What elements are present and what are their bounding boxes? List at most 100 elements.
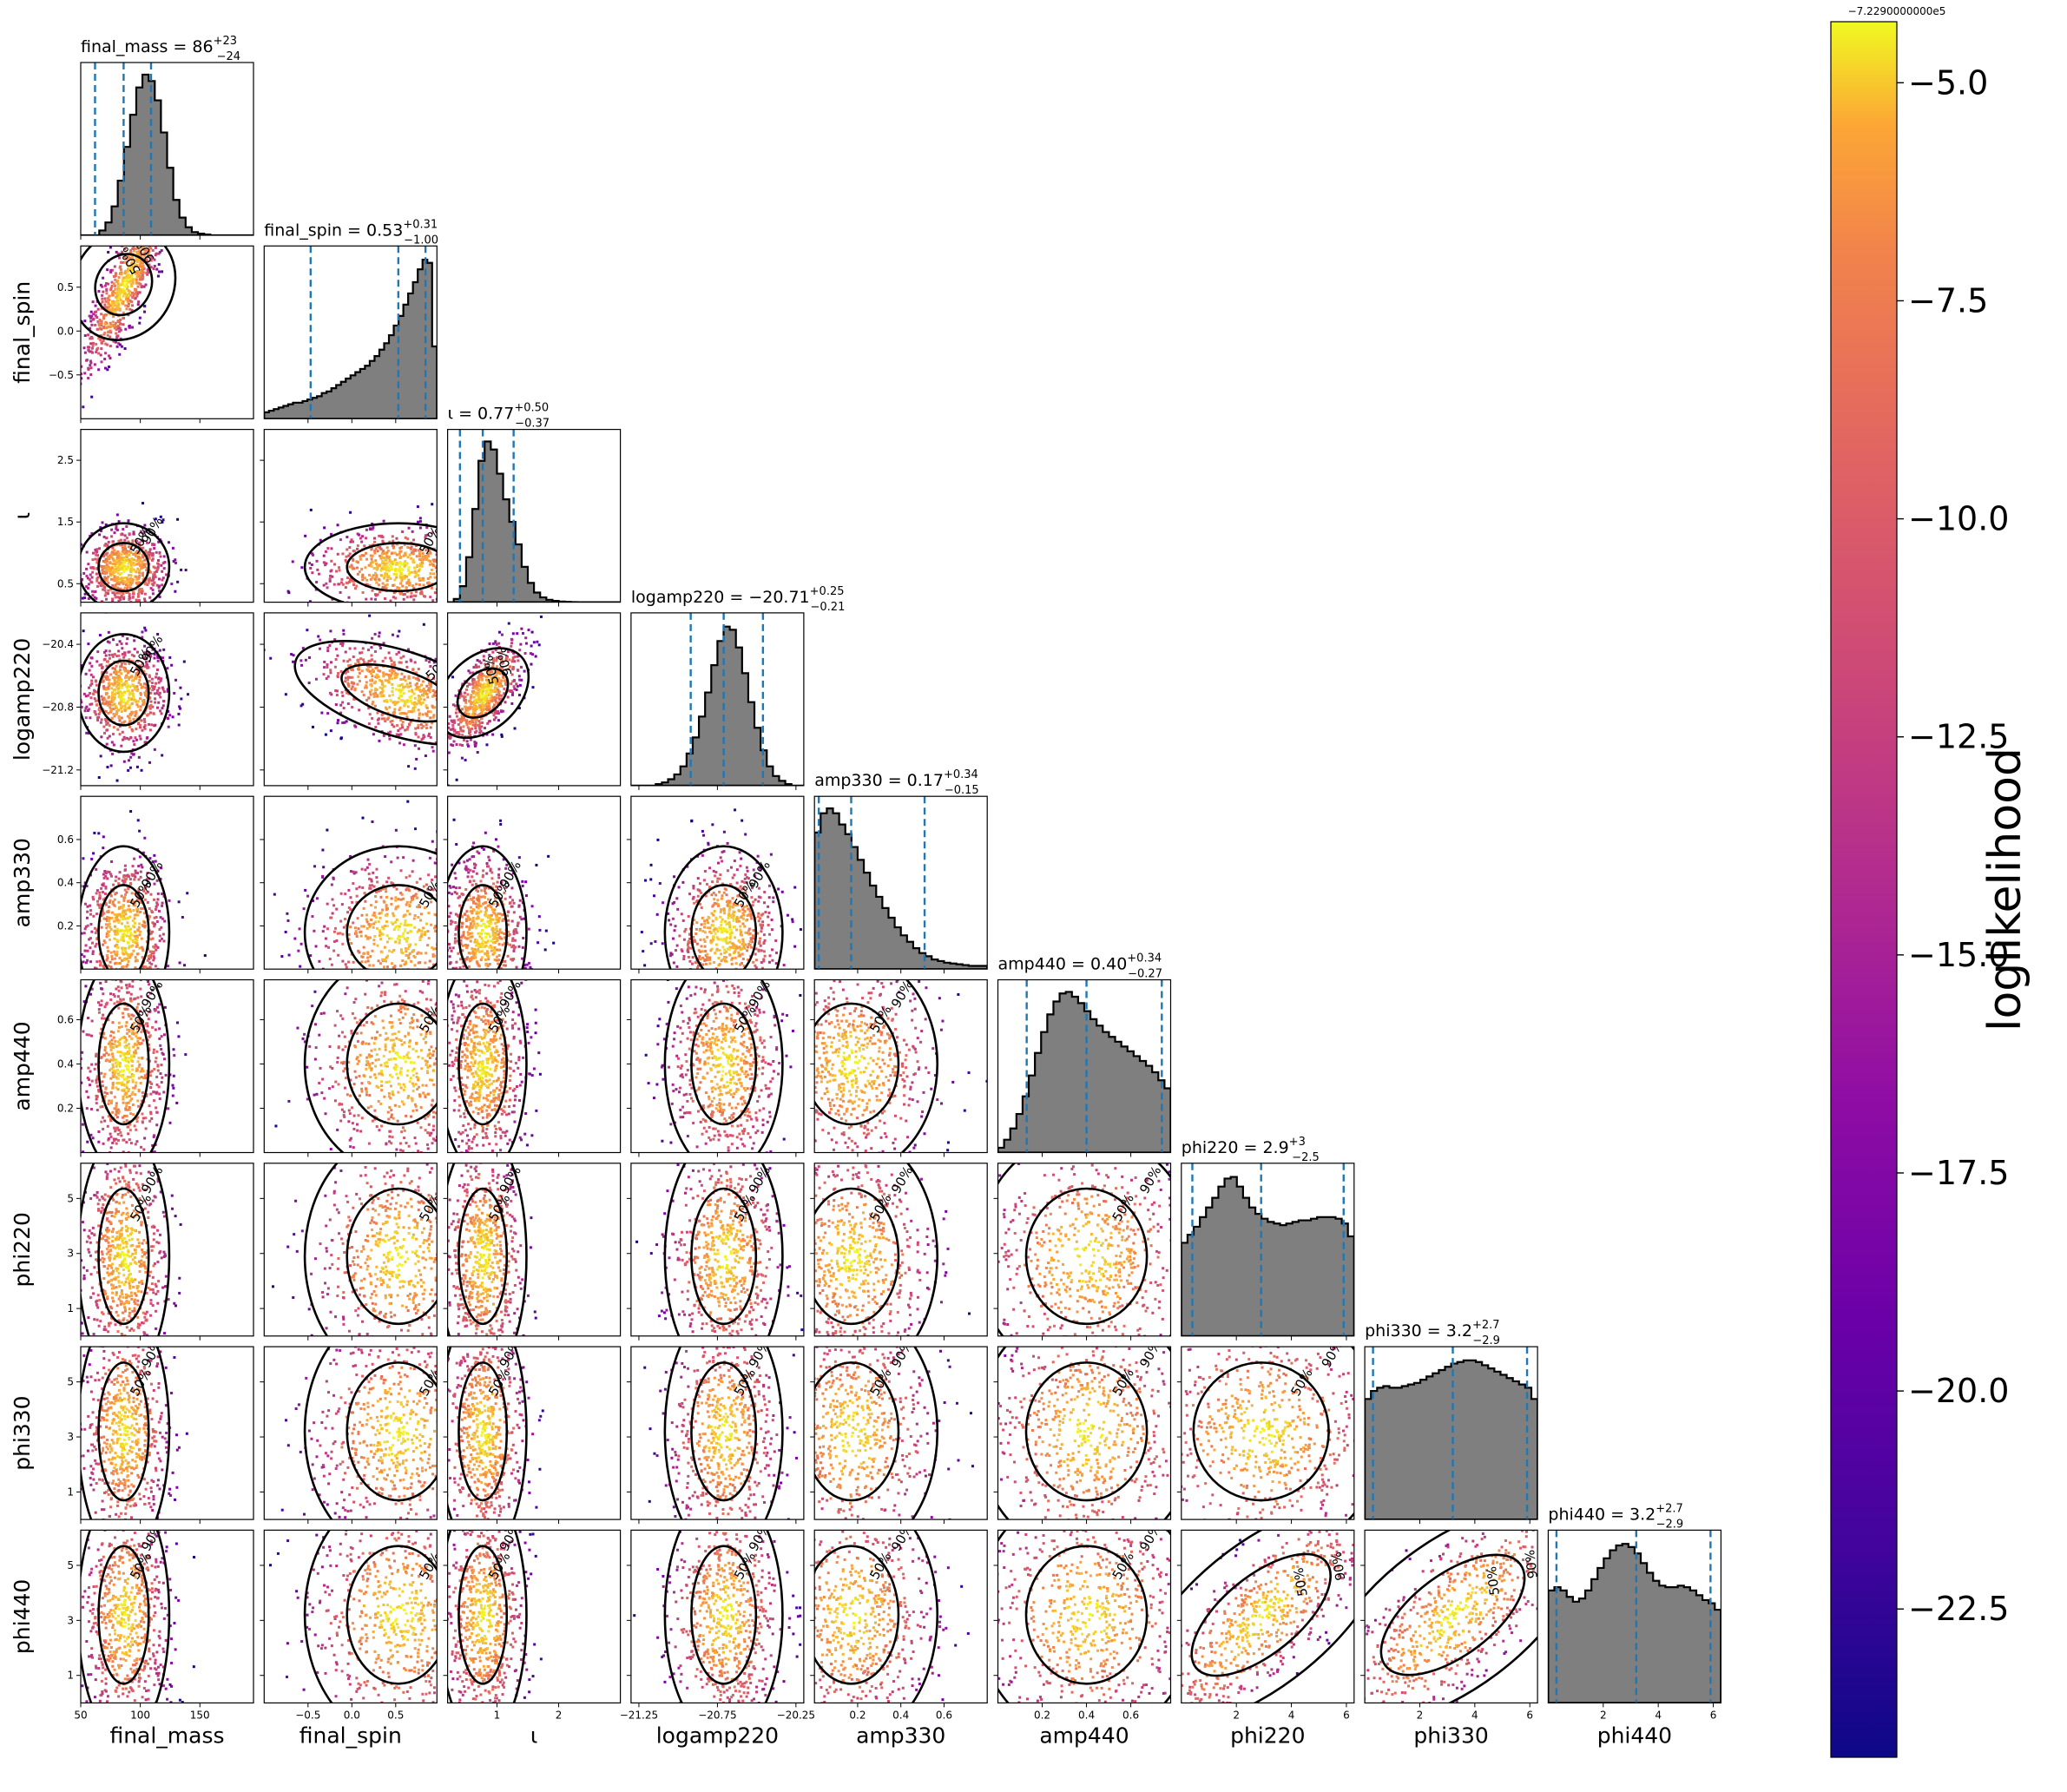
- scatter-point: [143, 599, 147, 603]
- scatter-point: [114, 957, 117, 960]
- contour-90: [81, 246, 177, 341]
- scatter-point: [385, 572, 389, 576]
- scatter-point: [115, 326, 118, 330]
- scatter-point: [104, 342, 108, 346]
- scatter-point: [115, 559, 119, 563]
- scatter-point: [129, 932, 133, 935]
- scatter-point: [373, 660, 377, 663]
- scatter-point: [417, 735, 420, 739]
- scatter-point: [122, 899, 126, 902]
- scatter-point: [122, 570, 126, 574]
- scatter-point: [81, 698, 82, 702]
- scatter-point: [370, 672, 373, 675]
- scatter-point: [107, 971, 109, 973]
- scatter-point: [95, 596, 98, 600]
- scatter-point: [133, 878, 136, 881]
- scatter-point: [360, 568, 364, 571]
- scatter-point: [439, 559, 442, 562]
- scatter-point: [140, 906, 143, 910]
- scatter-point: [153, 544, 156, 547]
- scatter-point: [82, 932, 86, 935]
- scatter-point: [473, 714, 477, 717]
- scatter-point: [128, 532, 131, 536]
- scatter-point: [441, 705, 444, 708]
- scatter-point: [144, 550, 148, 554]
- scatter-point: [155, 905, 158, 908]
- scatter-point: [340, 577, 344, 581]
- scatter-point: [110, 570, 114, 574]
- scatter-point: [148, 553, 151, 557]
- scatter-point: [110, 860, 114, 863]
- scatter-point: [130, 581, 134, 584]
- scatter-point: [496, 696, 499, 700]
- scatter-point: [431, 503, 434, 506]
- scatter-point: [452, 733, 456, 736]
- scatter-point: [120, 553, 123, 557]
- scatter-point: [89, 314, 93, 318]
- scatter-point: [109, 708, 113, 711]
- scatter-point: [125, 965, 128, 968]
- scatter-point: [301, 647, 305, 650]
- scatter-point: [124, 680, 128, 683]
- scatter-point: [495, 642, 498, 646]
- scatter-point: [113, 912, 116, 916]
- scatter-point: [158, 550, 161, 554]
- scatter-point: [371, 554, 374, 557]
- hist-panel-iota: ι = 0.77+0.50 −0.37: [446, 402, 622, 607]
- scatter-point: [149, 691, 153, 695]
- scatter-point: [121, 647, 124, 650]
- scatter-point: [145, 683, 148, 687]
- scatter-point: [90, 531, 94, 535]
- scatter-point: [82, 960, 85, 964]
- scatter-point: [122, 694, 125, 697]
- scatter-point: [118, 352, 122, 356]
- scatter-point: [102, 966, 106, 970]
- scatter-point: [153, 547, 156, 550]
- scatter-point: [122, 556, 126, 559]
- scatter-point: [155, 903, 159, 906]
- scatter-point: [395, 675, 398, 679]
- scatter-point: [131, 279, 135, 282]
- y-tick-label: −21.2: [42, 764, 74, 776]
- scatter-point: [148, 653, 152, 656]
- scatter-point: [466, 708, 470, 712]
- scatter-point: [473, 681, 477, 684]
- scatter-point: [510, 693, 514, 696]
- scatter-point: [490, 682, 494, 685]
- scatter-point: [131, 939, 135, 942]
- scatter-point: [110, 551, 114, 555]
- scatter-point: [117, 296, 121, 300]
- scatter-point: [410, 591, 413, 595]
- scatter-point: [127, 959, 130, 963]
- scatter-point: [127, 609, 129, 611]
- scatter-point: [364, 675, 367, 678]
- scatter-point: [130, 899, 134, 902]
- scatter-point: [322, 554, 326, 557]
- scatter-point: [405, 596, 409, 599]
- scatter-point: [162, 555, 166, 558]
- scatter-point: [89, 350, 92, 353]
- scatter-point: [450, 699, 452, 702]
- scatter-point: [127, 302, 130, 306]
- scatter-point: [432, 558, 436, 562]
- scatter-point: [89, 937, 92, 940]
- scatter-point: [115, 528, 119, 531]
- scatter-point: [142, 563, 145, 566]
- scatter-point: [374, 691, 378, 695]
- scatter-point: [449, 544, 451, 546]
- scatter-point: [93, 711, 96, 715]
- scatter-point: [87, 597, 90, 601]
- scatter-point: [387, 569, 391, 572]
- scatter-point: [522, 631, 525, 635]
- scatter-point: [135, 280, 138, 283]
- scatter-point: [481, 692, 484, 695]
- scatter-point: [99, 526, 102, 530]
- scatter-point: [416, 563, 419, 567]
- scatter-point: [130, 933, 134, 937]
- scatter-point: [125, 555, 128, 558]
- scatter-point: [94, 699, 97, 702]
- scatter-point: [89, 946, 92, 950]
- scatter-point: [381, 560, 385, 563]
- scatter-point: [160, 712, 163, 715]
- scatter-point: [494, 681, 497, 684]
